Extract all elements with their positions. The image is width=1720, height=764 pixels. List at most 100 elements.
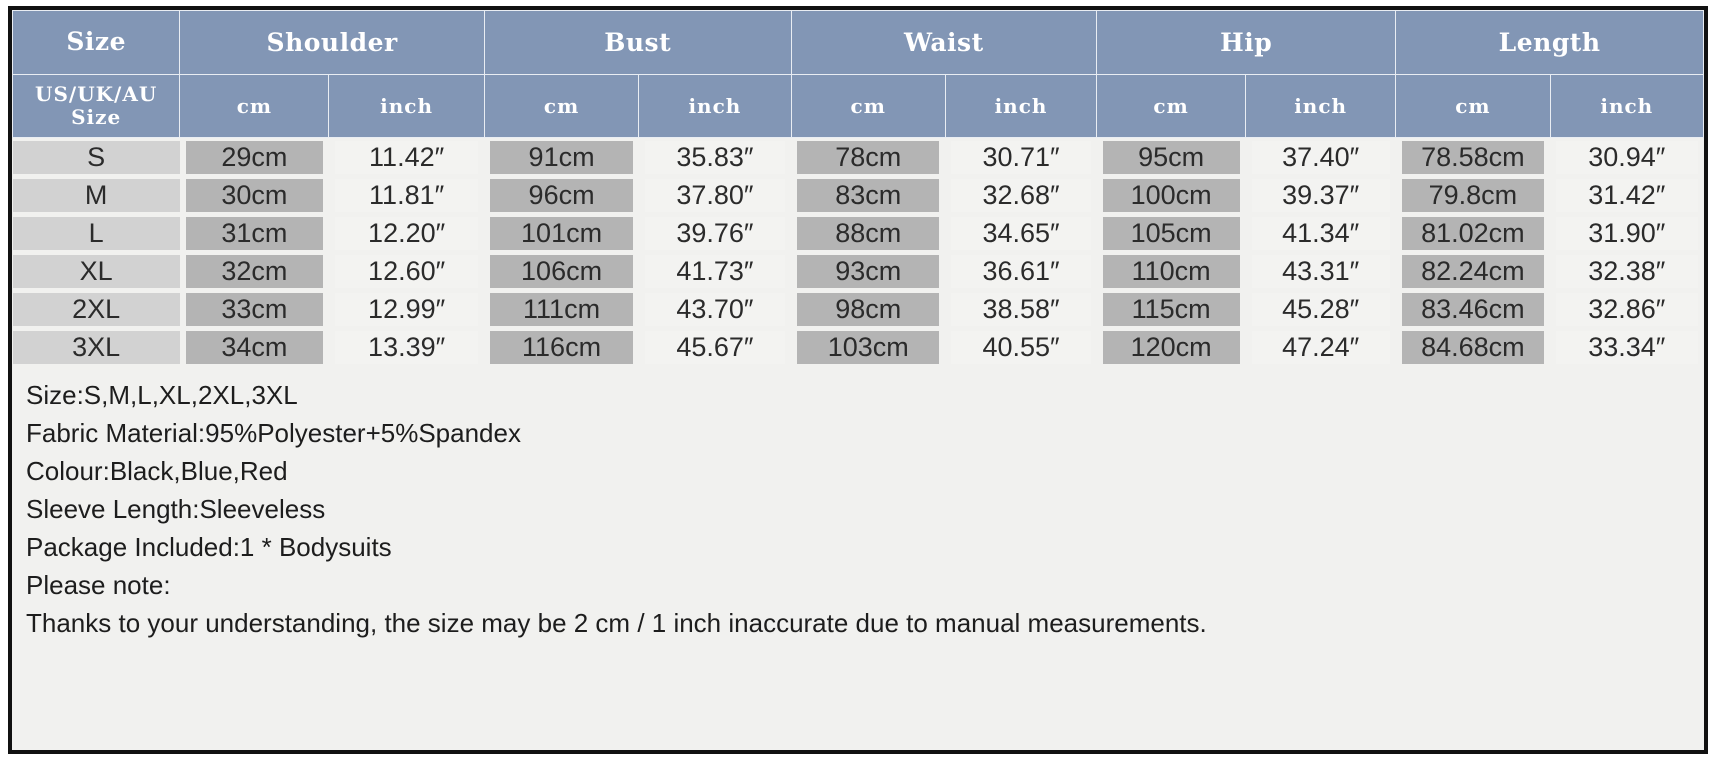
cell-value: 39.37″ (1251, 178, 1390, 212)
cell-value: 38.58″ (951, 292, 1091, 326)
cell-value: 40.55″ (951, 330, 1091, 364)
cell-value: S (12, 140, 180, 174)
cell-inch: 45.28″ (1245, 290, 1396, 328)
cell-inch: 43.70″ (638, 290, 792, 328)
unit-header-row: US/UK/AU Size cm inch cm inch cm inch cm… (12, 74, 1704, 138)
cell-cm: 101cm (484, 214, 639, 252)
cell-inch: 40.55″ (945, 328, 1097, 366)
cell-inch: 11.81″ (328, 176, 485, 214)
cell-inch: 47.24″ (1245, 328, 1396, 366)
cell-value: 96cm (490, 178, 633, 212)
cell-size: XL (12, 252, 180, 290)
table-row: 2XL 33cm 12.99″ 111cm 43.70″ 98cm 38.58″ 115cm 4… (12, 290, 1704, 328)
header-bust-inch: inch (638, 74, 792, 138)
cell-value: 3XL (12, 330, 180, 364)
cell-value: 45.67″ (644, 330, 786, 364)
cell-cm: 33cm (179, 290, 329, 328)
header-hip-cm: cm (1096, 74, 1247, 138)
cell-value: 30cm (185, 178, 323, 212)
cell-value: 78.58cm (1401, 140, 1545, 174)
cell-value: 45.28″ (1251, 292, 1390, 326)
cell-value: 12.99″ (334, 292, 479, 326)
cell-inch: 36.61″ (945, 252, 1097, 290)
cell-value: 37.80″ (644, 178, 786, 212)
cell-value: 111cm (490, 292, 633, 326)
header-length-inch: inch (1549, 74, 1704, 138)
cell-value: 31.42″ (1556, 178, 1698, 212)
cell-value: 47.24″ (1251, 330, 1390, 364)
cell-cm: 78.58cm (1395, 137, 1551, 176)
cell-value: 32.38″ (1556, 254, 1698, 288)
note-line: Package Included:1 * Bodysuits (26, 532, 392, 562)
cell-size: 3XL (12, 328, 180, 366)
cell-cm: 98cm (791, 290, 946, 328)
cell-inch: 41.34″ (1245, 214, 1396, 252)
product-notes: Size:S,M,L,XL,2XL,3XL Fabric Material:95%… (12, 366, 1704, 642)
header-bust-cm: cm (483, 74, 640, 138)
cell-value: 32.68″ (951, 178, 1091, 212)
cell-cm: 81.02cm (1395, 214, 1551, 252)
cell-value: 35.83″ (644, 140, 786, 174)
cell-cm: 95cm (1096, 137, 1246, 176)
cell-value: 106cm (490, 254, 633, 288)
cell-inch: 30.94″ (1550, 137, 1704, 176)
cell-inch: 12.20″ (328, 214, 485, 252)
table-body: S 29cm 11.42″ 91cm 35.83″ 78cm 30.71″ 95cm 37.40… (12, 137, 1704, 366)
cell-value: 32.86″ (1556, 292, 1698, 326)
cell-inch: 32.38″ (1550, 252, 1704, 290)
header-size: Size (12, 10, 181, 75)
cell-value: 110cm (1102, 254, 1240, 288)
cell-value: 101cm (490, 216, 633, 250)
note-line: Colour:Black,Blue,Red (26, 456, 288, 486)
header-shoulder: Shoulder (179, 10, 485, 75)
cell-value: 41.34″ (1251, 216, 1390, 250)
cell-inch: 45.67″ (638, 328, 792, 366)
header-bust: Bust (483, 10, 792, 75)
table-row: XL 32cm 12.60″ 106cm 41.73″ 93cm 36.61″ 110cm 43… (12, 252, 1704, 290)
cell-value: 95cm (1102, 140, 1240, 174)
cell-value: 32cm (185, 254, 323, 288)
cell-value: 100cm (1102, 178, 1240, 212)
cell-inch: 32.68″ (945, 176, 1097, 214)
cell-value: 33cm (185, 292, 323, 326)
cell-inch: 13.39″ (328, 328, 485, 366)
cell-cm: 106cm (484, 252, 639, 290)
cell-value: XL (12, 254, 180, 288)
cell-value: 33.34″ (1556, 330, 1698, 364)
cell-size: L (12, 214, 180, 252)
cell-value: 2XL (12, 292, 180, 326)
cell-cm: 110cm (1096, 252, 1246, 290)
cell-cm: 32cm (179, 252, 329, 290)
cell-value: 12.60″ (334, 254, 479, 288)
cell-value: 41.73″ (644, 254, 786, 288)
cell-cm: 100cm (1096, 176, 1246, 214)
cell-value: 83.46cm (1401, 292, 1545, 326)
cell-cm: 88cm (791, 214, 946, 252)
cell-size: M (12, 176, 180, 214)
cell-value: 84.68cm (1401, 330, 1545, 364)
cell-value: 83cm (797, 178, 940, 212)
cell-cm: 83cm (791, 176, 946, 214)
cell-cm: 31cm (179, 214, 329, 252)
cell-cm: 78cm (791, 137, 946, 176)
header-waist-cm: cm (790, 74, 946, 138)
cell-cm: 82.24cm (1395, 252, 1551, 290)
cell-value: 31.90″ (1556, 216, 1698, 250)
cell-cm: 96cm (484, 176, 639, 214)
cell-value: 43.31″ (1251, 254, 1390, 288)
cell-cm: 84.68cm (1395, 328, 1551, 366)
cell-cm: 83.46cm (1395, 290, 1551, 328)
note-line: Size:S,M,L,XL,2XL,3XL (26, 380, 298, 410)
cell-inch: 31.90″ (1550, 214, 1704, 252)
cell-inch: 38.58″ (945, 290, 1097, 328)
cell-inch: 39.76″ (638, 214, 792, 252)
cell-value: 88cm (797, 216, 940, 250)
header-length: Length (1395, 10, 1704, 75)
header-us-uk-au-size: US/UK/AU Size (12, 74, 181, 138)
cell-inch: 12.99″ (328, 290, 485, 328)
cell-cm: 91cm (484, 137, 639, 176)
cell-value: 30.71″ (951, 140, 1091, 174)
cell-value: 115cm (1102, 292, 1240, 326)
header-length-cm: cm (1395, 74, 1551, 138)
cell-cm: 116cm (484, 328, 639, 366)
